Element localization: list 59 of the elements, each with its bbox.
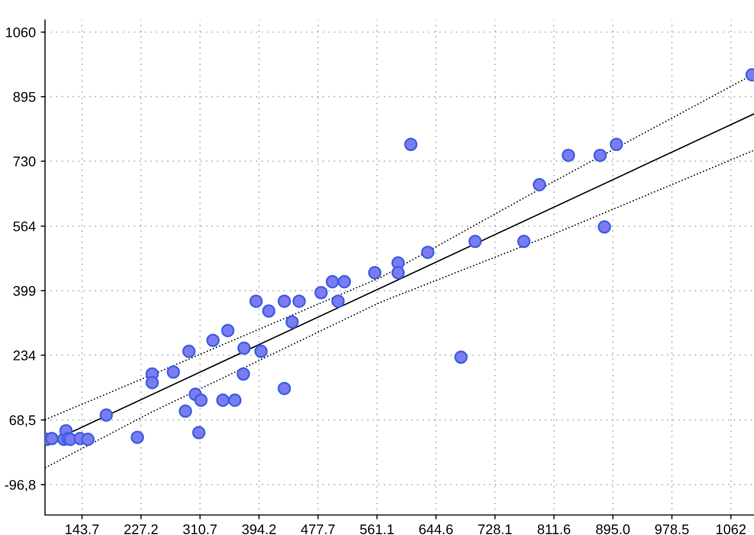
point [594,148,607,162]
point [278,382,291,396]
x-tick-label: 310.7 [183,524,217,534]
x-tick-label: 1062 [716,524,746,534]
point [178,404,192,418]
point [326,275,340,288]
point [292,294,306,308]
point [421,246,434,259]
point [130,430,144,444]
point [166,365,180,379]
y-tick-label: 1060 [6,27,36,38]
point [285,315,299,329]
point [314,286,328,300]
x-tick-label: 644.6 [419,524,453,534]
point [192,426,206,440]
point [454,350,468,364]
point [194,394,208,407]
point [610,138,624,152]
x-tick-label: 143.7 [66,524,99,534]
point [206,334,220,347]
point [228,394,242,407]
x-tick-label: 978.5 [655,524,689,534]
point [249,294,263,308]
y-tick-label: 234 [14,350,36,360]
point [278,294,291,308]
point [100,408,113,422]
x-tick-label: 895.0 [596,524,630,534]
x-tick-label: 227.2 [124,524,158,534]
point [404,138,418,152]
y-tick-label: -96,8 [4,480,36,492]
y-tick-label: 730 [14,156,36,166]
x-tick-label: 561.1 [360,524,394,534]
point [391,266,405,280]
point [338,275,352,288]
x-tick-label: 477.7 [300,524,335,534]
point [517,234,531,248]
point [368,266,382,280]
point [216,394,230,407]
point [236,367,250,381]
point [221,324,234,338]
point [598,220,612,234]
x-tick-label: 728.1 [478,524,512,534]
y-tick-label: 564 [13,221,36,232]
point [237,342,251,355]
point [45,432,58,446]
point [562,148,576,162]
point [146,376,159,390]
point [182,344,196,358]
point [468,234,482,248]
point [331,294,345,308]
point [81,432,95,446]
point [254,344,268,358]
point [532,178,546,192]
point [262,304,276,318]
y-tick-label: 68,5 [10,415,36,427]
x-tick-label: 811.6 [538,524,570,534]
x-tick-label: 394.2 [242,524,276,534]
y-tick-label: 399 [13,286,36,296]
y-tick-label: 895 [13,92,36,102]
